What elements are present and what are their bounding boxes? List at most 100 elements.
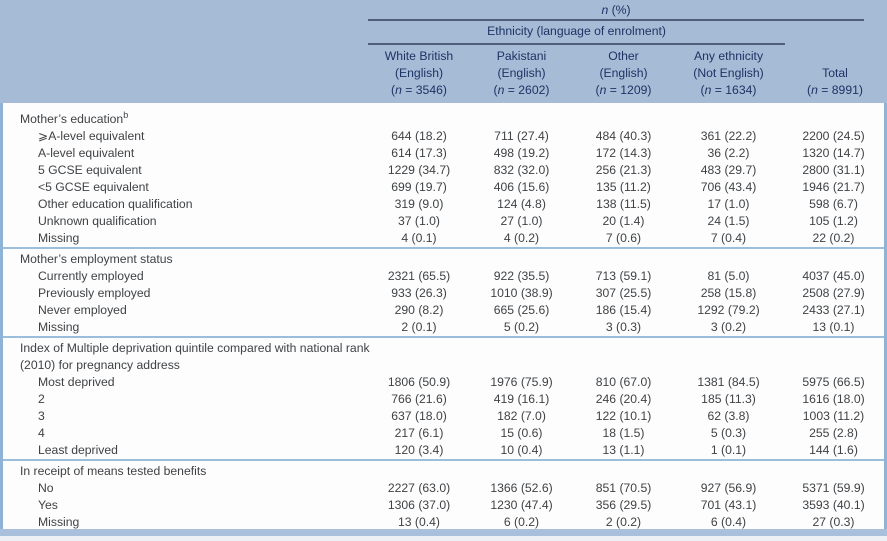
row-label: 3: [38, 409, 45, 424]
data-cell: 766 (21.6): [391, 392, 447, 407]
table-row: Least deprived 120 (3.4) 10 (0.4) 13 (1.1) 1…: [3, 442, 884, 459]
data-cell: 186 (15.4): [595, 303, 652, 318]
data-cell: 933 (26.3): [391, 286, 447, 301]
data-cell: 22 (0.2): [812, 231, 855, 246]
data-cell: 185 (11.3): [701, 392, 756, 407]
data-cell: 1806 (50.9): [387, 375, 451, 390]
n-symbol: n: [395, 82, 402, 97]
data-cell: 258 (15.8): [700, 286, 757, 301]
data-cell: 1306 (37.0): [387, 498, 451, 513]
data-cell: 138 (11.5): [596, 197, 651, 212]
data-cell: 2321 (65.5): [387, 269, 451, 284]
data-cell: 406 (15.6): [493, 180, 550, 195]
data-cell: 419 (16.1): [493, 392, 550, 407]
table-header: n (%) Ethnicity (language of enrolment) …: [0, 0, 887, 103]
row-label: Missing: [38, 515, 80, 529]
table-row: Never employed 290 (8.2) 665 (25.6) 186 (15…: [3, 302, 884, 319]
section-title: Mother’s educationb: [3, 107, 382, 128]
bottom-edge-strip: [0, 536, 887, 541]
row-label: Missing: [38, 320, 80, 335]
data-cell: 1381 (84.5): [697, 375, 760, 390]
data-cell: 3 (0.3): [605, 320, 642, 335]
footnote-marker: b: [123, 110, 129, 120]
table-row: 5 GCSE equivalent 1229 (34.7) 832 (32.0) 25…: [3, 162, 884, 179]
n-value: = 3546): [401, 82, 447, 97]
percent-label: (%): [608, 3, 631, 17]
section-title: In receipt of means tested benefits: [3, 463, 382, 480]
stub-header: [0, 48, 368, 98]
table-section: Mother’s educationb ⩾A-level equivalent 64…: [3, 103, 884, 247]
bottom-border-band: [0, 529, 887, 536]
data-cell: 135 (11.2): [596, 180, 651, 195]
data-cell: 27 (0.3): [812, 515, 855, 529]
row-label: Least deprived: [38, 443, 118, 458]
table-row: Currently employed 2321 (65.5) 922 (35.5) 7…: [3, 268, 884, 285]
paren-open: (: [807, 82, 812, 97]
column-name-line2: Total: [822, 65, 848, 80]
column-n-count: (n = 1634): [674, 82, 783, 99]
data-cell: 105 (1.2): [809, 214, 858, 229]
row-label: Missing: [38, 231, 80, 246]
data-cell: 1320 (14.7): [802, 146, 865, 161]
data-cell: 484 (40.3): [595, 129, 652, 144]
data-cell: 255 (2.8): [809, 426, 858, 441]
data-cell: 1366 (52.6): [490, 481, 553, 496]
n-symbol: n: [599, 82, 607, 97]
data-cell: 13 (1.1): [602, 443, 645, 458]
data-cell: 144 (1.6): [809, 443, 858, 458]
column-name-line2: (English): [394, 65, 444, 80]
data-cell: 1229 (34.7): [387, 163, 451, 178]
data-cell: 5975 (66.5): [802, 375, 865, 390]
data-cell: 4037 (45.0): [802, 269, 865, 284]
n-value: = 8991): [817, 82, 863, 97]
data-cell: 13 (0.1): [812, 320, 855, 335]
data-cell: 13 (0.4): [397, 515, 440, 529]
data-cell: 18 (1.5): [602, 426, 645, 441]
table-row: A-level equivalent 614 (17.3) 498 (19.2) 17…: [3, 145, 884, 162]
data-cell: 711 (27.4): [494, 129, 549, 144]
data-cell: 637 (18.0): [391, 409, 447, 424]
data-cell: 10 (0.4): [500, 443, 543, 458]
data-cell: 2800 (31.1): [802, 163, 865, 178]
column-name-line1: Other: [608, 49, 639, 63]
ethnicity-group-header: Ethnicity (language of enrolment): [487, 24, 666, 38]
data-cell: 246 (20.4): [595, 392, 652, 407]
row-label: Unknown qualification: [38, 214, 157, 229]
paren-open: (: [700, 82, 705, 97]
data-cell: 7 (0.6): [605, 231, 642, 246]
row-label: 4: [38, 426, 45, 441]
data-cell: 124 (4.8): [497, 197, 546, 212]
data-cell: 2200 (24.5): [802, 129, 865, 144]
table-section: In receipt of means tested benefits No 222…: [3, 459, 884, 529]
data-cell: 614 (17.3): [391, 146, 447, 161]
data-cell: 172 (14.3): [595, 146, 652, 161]
data-cell: 307 (25.5): [595, 286, 652, 301]
data-cell: 20 (1.4): [602, 214, 645, 229]
data-cell: 2227 (63.0): [387, 481, 451, 496]
data-cell: 5 (0.2): [503, 320, 540, 335]
section-title-text: Index of Multiple deprivation quintile c…: [20, 341, 370, 373]
data-cell: 120 (3.4): [394, 443, 444, 458]
data-cell: 665 (25.6): [493, 303, 550, 318]
header-rule-ethnicity: [368, 43, 785, 45]
table-row: Yes 1306 (37.0) 1230 (47.4) 356 (29.5) 701 (…: [3, 497, 884, 514]
data-cell: 256 (21.3): [595, 163, 652, 178]
data-cell: 699 (19.7): [391, 180, 447, 195]
data-cell: 1976 (75.9): [490, 375, 553, 390]
data-cell: 27 (1.0): [500, 214, 543, 229]
table-row: Missing 13 (0.4) 6 (0.2) 2 (0.2) 6 (0.4) 27 (…: [3, 514, 884, 529]
data-cell: 4 (0.1): [401, 231, 437, 246]
data-cell: 832 (32.0): [493, 163, 550, 178]
column-n-count: (n = 1209): [573, 82, 674, 99]
table-row: Missing 4 (0.1) 4 (0.2) 7 (0.6) 7 (0.4) 22 (0…: [3, 230, 884, 247]
table-row: 3 637 (18.0) 182 (7.0) 122 (10.1) 62 (3.8) 10…: [3, 408, 884, 425]
data-cell: 356 (29.5): [595, 498, 652, 513]
n-value: = 2602): [504, 82, 550, 97]
data-cell: 498 (19.2): [493, 146, 550, 161]
column-header: Any ethnicity (Not English) (n = 1634): [674, 48, 783, 98]
section-title-text: Mother’s employment status: [20, 252, 173, 267]
data-cell: 713 (59.1): [595, 269, 652, 284]
row-label: Currently employed: [38, 269, 144, 284]
data-cell: 644 (18.2): [391, 129, 447, 144]
